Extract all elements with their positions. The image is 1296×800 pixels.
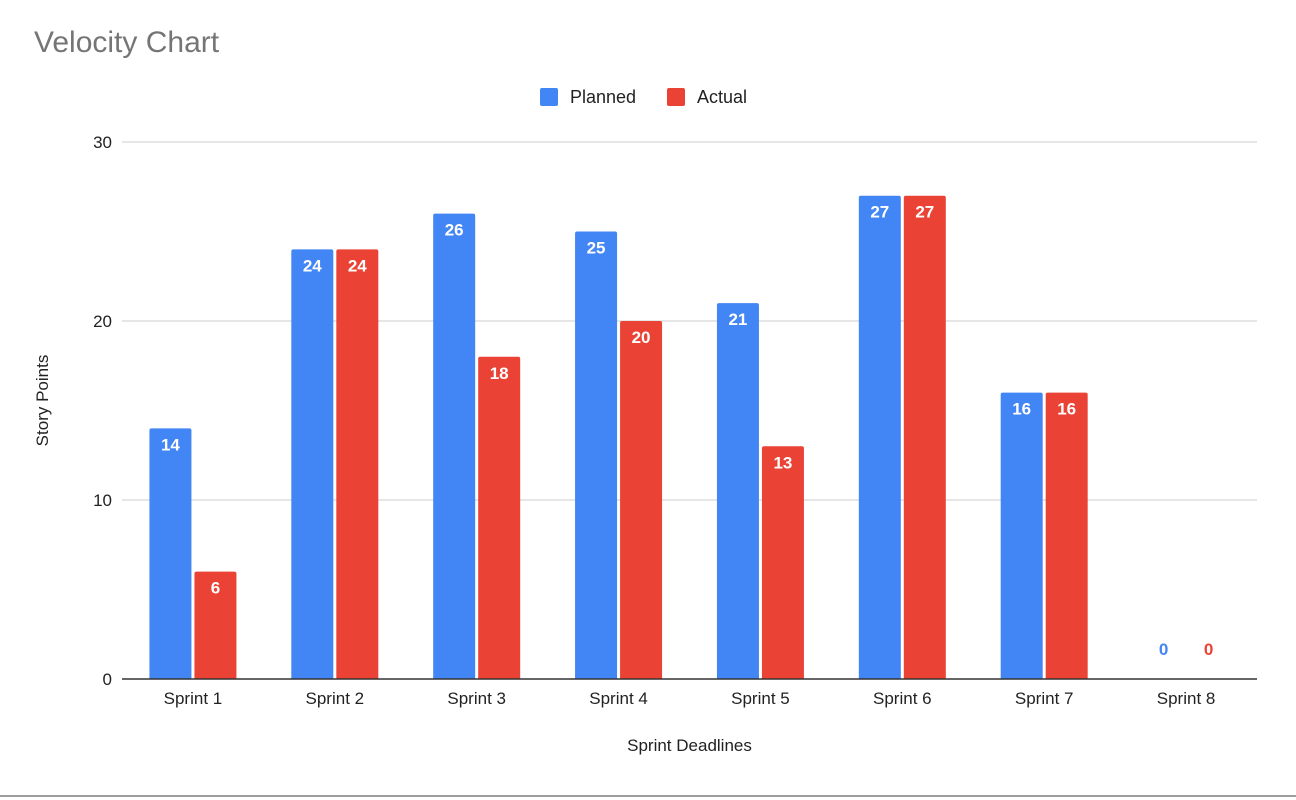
data-label-planned: 24 <box>303 256 322 275</box>
x-axis-ticks: Sprint 1 Sprint 2 Sprint 3 Sprint 4 Sprint 5… <box>164 689 1216 708</box>
data-label-planned: 0 <box>1159 640 1168 659</box>
bottom-divider <box>0 795 1296 797</box>
bar-actual <box>336 249 379 679</box>
y-tick-label: 20 <box>93 312 112 331</box>
data-label-actual: 20 <box>632 328 651 347</box>
chart-title: Velocity Chart <box>34 26 220 59</box>
data-label-planned: 25 <box>587 239 606 258</box>
bar-actual <box>903 195 946 679</box>
bar-actual <box>620 321 663 679</box>
data-label-planned: 27 <box>870 203 889 222</box>
bar-actual <box>761 446 804 679</box>
data-label-actual: 27 <box>915 203 934 222</box>
bar-planned <box>291 249 334 679</box>
data-label-actual: 13 <box>773 453 792 472</box>
data-label-actual: 16 <box>1057 400 1076 419</box>
bar-labels: 14 6 24 24 26 18 25 20 21 13 27 27 16 16 0 0 <box>161 203 1213 659</box>
bar-planned <box>433 213 476 679</box>
data-label-planned: 26 <box>445 221 464 240</box>
data-label-actual: 0 <box>1204 640 1213 659</box>
bar-planned <box>149 428 192 679</box>
x-tick-label: Sprint 3 <box>447 689 506 708</box>
bar-actual <box>478 356 521 679</box>
data-label-planned: 14 <box>161 435 180 454</box>
y-tick-label: 30 <box>93 133 112 152</box>
bar-actual <box>194 571 237 679</box>
x-tick-label: Sprint 5 <box>731 689 790 708</box>
data-label-planned: 16 <box>1012 400 1031 419</box>
x-tick-label: Sprint 6 <box>873 689 932 708</box>
y-tick-label: 0 <box>103 670 112 689</box>
x-tick-label: Sprint 2 <box>306 689 365 708</box>
x-tick-label: Sprint 8 <box>1157 689 1216 708</box>
data-label-actual: 6 <box>211 579 220 598</box>
bar-actual <box>1045 392 1088 679</box>
x-tick-label: Sprint 7 <box>1015 689 1074 708</box>
y-axis-ticks: 0 10 20 30 <box>93 133 112 689</box>
legend-label-actual: Actual <box>697 87 747 107</box>
data-label-actual: 24 <box>348 256 367 275</box>
data-label-actual: 18 <box>490 364 509 383</box>
x-tick-label: Sprint 4 <box>589 689 648 708</box>
legend-label-planned: Planned <box>570 87 636 107</box>
bar-planned <box>858 195 901 679</box>
bar-planned <box>575 231 618 679</box>
legend: Planned Actual <box>540 87 747 107</box>
legend-swatch-planned <box>540 88 558 106</box>
legend-swatch-actual <box>667 88 685 106</box>
y-axis-title: Story Points <box>33 355 52 447</box>
bars <box>149 195 1088 679</box>
data-label-planned: 21 <box>728 310 747 329</box>
x-tick-label: Sprint 1 <box>164 689 223 708</box>
x-axis-title: Sprint Deadlines <box>627 736 752 755</box>
y-tick-label: 10 <box>93 491 112 510</box>
bar-planned <box>716 303 759 679</box>
bar-planned <box>1000 392 1043 679</box>
